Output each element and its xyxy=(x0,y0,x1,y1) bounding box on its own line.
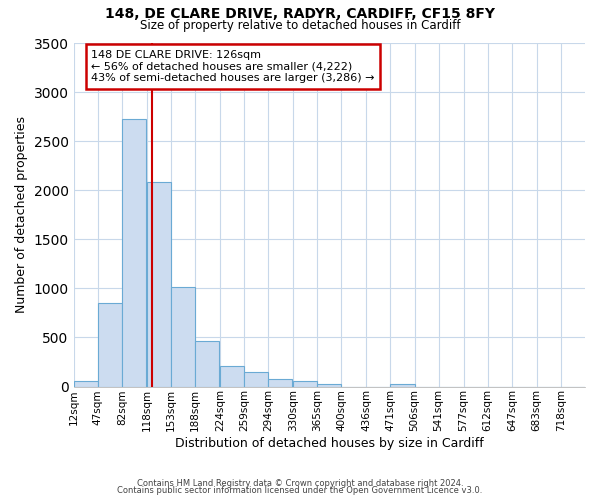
Bar xyxy=(293,380,317,386)
Bar xyxy=(220,366,244,386)
Text: 148, DE CLARE DRIVE, RADYR, CARDIFF, CF15 8FY: 148, DE CLARE DRIVE, RADYR, CARDIFF, CF1… xyxy=(105,8,495,22)
Text: Contains public sector information licensed under the Open Government Licence v3: Contains public sector information licen… xyxy=(118,486,482,495)
Bar xyxy=(244,372,268,386)
Y-axis label: Number of detached properties: Number of detached properties xyxy=(15,116,28,314)
Text: Contains HM Land Registry data © Crown copyright and database right 2024.: Contains HM Land Registry data © Crown c… xyxy=(137,478,463,488)
Bar xyxy=(195,342,219,386)
Bar xyxy=(268,379,292,386)
Bar xyxy=(74,381,98,386)
Text: 148 DE CLARE DRIVE: 126sqm
← 56% of detached houses are smaller (4,222)
43% of s: 148 DE CLARE DRIVE: 126sqm ← 56% of deta… xyxy=(91,50,375,83)
X-axis label: Distribution of detached houses by size in Cardiff: Distribution of detached houses by size … xyxy=(175,437,484,450)
Text: Size of property relative to detached houses in Cardiff: Size of property relative to detached ho… xyxy=(140,18,460,32)
Bar xyxy=(171,288,195,386)
Bar xyxy=(147,182,171,386)
Bar xyxy=(317,384,341,386)
Bar xyxy=(391,384,415,386)
Bar xyxy=(98,303,122,386)
Bar xyxy=(122,118,146,386)
